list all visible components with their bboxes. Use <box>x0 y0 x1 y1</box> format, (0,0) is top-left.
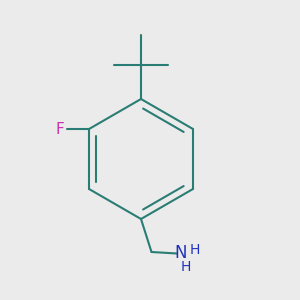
Text: H: H <box>189 243 200 257</box>
Text: H: H <box>181 260 191 274</box>
Text: F: F <box>56 122 64 136</box>
Text: N: N <box>174 244 187 262</box>
